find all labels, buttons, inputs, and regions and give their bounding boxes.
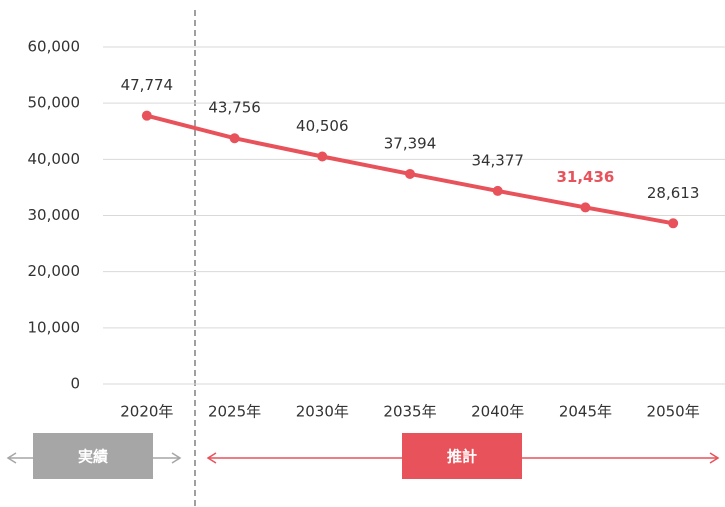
arrow-head <box>206 452 217 464</box>
data-label: 34,377 <box>471 151 524 169</box>
point <box>405 168 415 179</box>
point <box>580 202 591 213</box>
x-tick-label: 2025年 <box>208 403 261 421</box>
point <box>229 133 240 144</box>
x-tick-label: 2030年 <box>296 403 349 421</box>
x-tick-label: 2020年 <box>120 403 173 421</box>
point <box>668 218 679 229</box>
annotation-box <box>33 433 153 479</box>
x-tick-label: 2045年 <box>559 403 612 421</box>
point <box>492 185 503 196</box>
data-label: 40,506 <box>296 117 349 135</box>
x-tick-label: 2035年 <box>383 403 436 421</box>
y-tick-label: 30,000 <box>28 206 81 224</box>
data-label: 43,756 <box>208 99 261 117</box>
y-tick-label: 60,000 <box>28 38 81 56</box>
point <box>141 110 152 121</box>
arrow-head <box>6 452 17 464</box>
y-tick-label: 0 <box>70 375 80 393</box>
data-label: 28,613 <box>647 184 700 202</box>
x-tick-label: 2050年 <box>647 403 700 421</box>
y-tick-label: 20,000 <box>28 262 81 280</box>
arrow-head <box>171 452 182 464</box>
data-label: 47,774 <box>121 76 174 94</box>
arrow-head <box>709 452 720 464</box>
y-tick-label: 40,000 <box>28 150 81 168</box>
y-tick-label: 50,000 <box>28 94 81 112</box>
x-tick-label: 2040年 <box>471 403 524 421</box>
annotation-label: 推計 <box>447 448 477 466</box>
data-label: 31,436 <box>556 168 614 186</box>
annotation-label: 実績 <box>78 448 108 466</box>
y-tick-label: 10,000 <box>28 318 81 336</box>
data-label: 37,394 <box>384 134 437 152</box>
point <box>317 151 328 162</box>
annotation-box <box>402 433 522 479</box>
